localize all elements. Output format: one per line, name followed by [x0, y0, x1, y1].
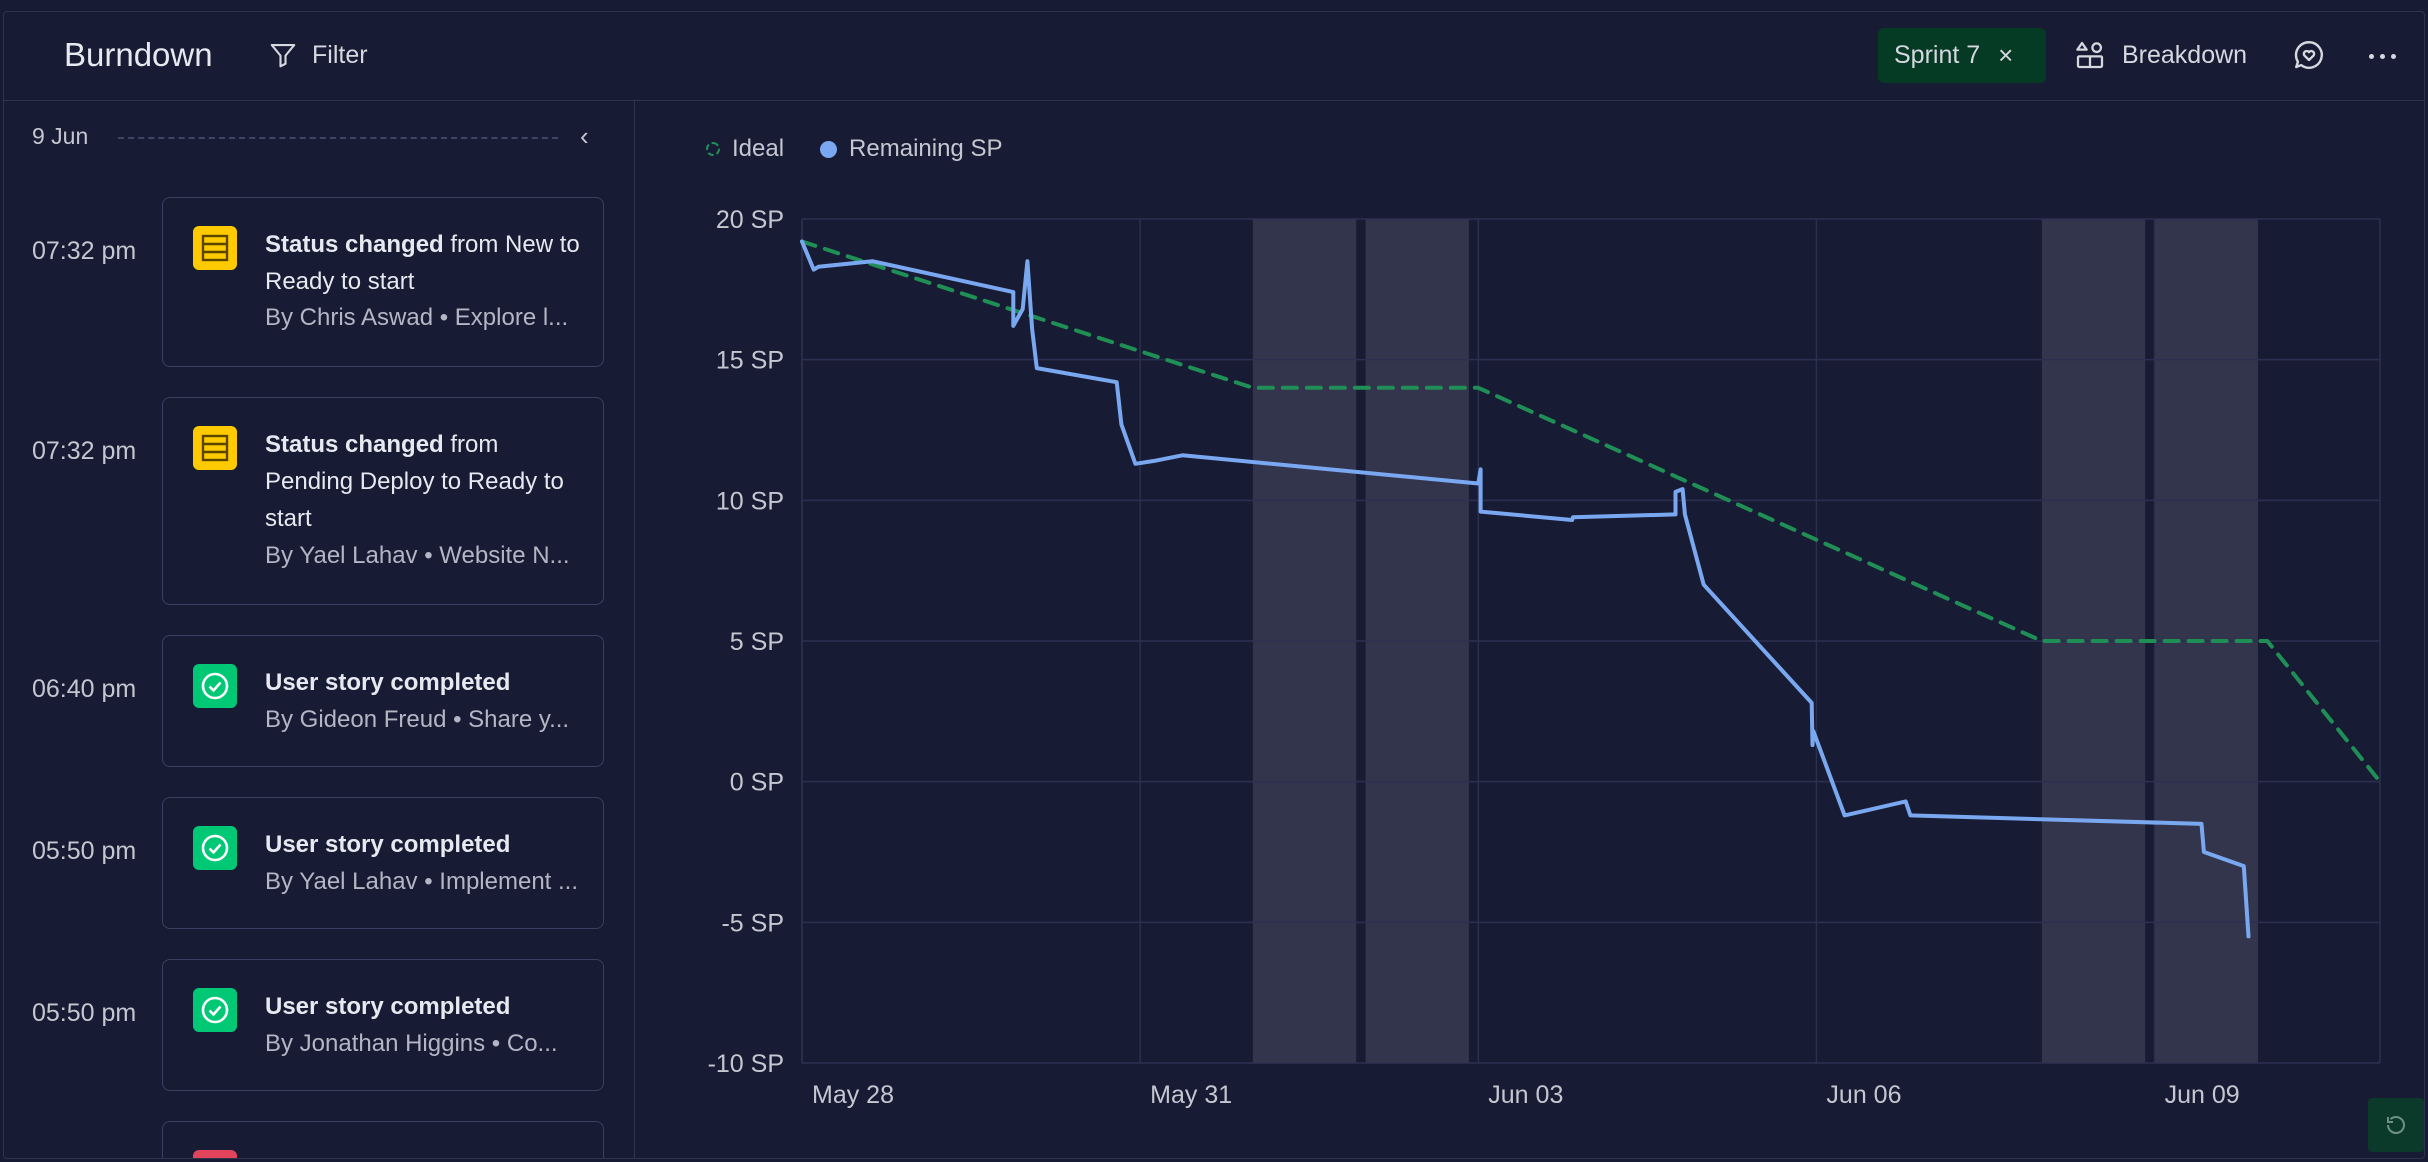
- event-author: By Gideon Freud • Share y...: [265, 706, 570, 733]
- event-card[interactable]: Status changed from New to Ready to star…: [162, 197, 604, 367]
- activity-timeline[interactable]: 9 Jun ‹ 07:32 pm Status changed from New…: [4, 101, 635, 1158]
- event-description: Status changed from New to Ready to star…: [265, 231, 580, 295]
- y-tick-label: 20 SP: [716, 206, 784, 234]
- event-time: 06:40 pm: [32, 675, 137, 703]
- y-tick-label: -10 SP: [708, 1050, 784, 1078]
- x-tick-label: May 31: [1150, 1081, 1232, 1109]
- close-icon[interactable]: ×: [1998, 40, 2014, 70]
- x-tick-label: Jun 09: [2165, 1081, 2240, 1109]
- event-author: By Yael Lahav • Implement ...: [265, 868, 579, 895]
- chart-legend: Ideal Remaining SP: [706, 135, 1002, 163]
- remaining-sp-line: [800, 239, 2251, 939]
- event-description: User story completed: [265, 831, 511, 858]
- status-icon: [193, 1150, 237, 1158]
- event-description: User story completed: [265, 993, 511, 1020]
- check-circle-icon: [193, 826, 237, 870]
- breakdown-icon: [2076, 41, 2104, 69]
- status-icon: [193, 426, 237, 470]
- event-time: 07:32 pm: [32, 437, 137, 465]
- chart-plot: 20 SP 15 SP 10 SP 5 SP 0 SP -5 SP -10 SP May 28…: [708, 206, 2382, 1109]
- x-tick-label: May 28: [812, 1081, 894, 1109]
- y-tick-label: 0 SP: [730, 769, 784, 797]
- event-time: 05:50 pm: [32, 837, 137, 865]
- breakdown-label: Breakdown: [2122, 40, 2248, 69]
- widget-header: Burndown Filter Sprint 7 × Breakdown: [4, 12, 2424, 101]
- feedback-heart-icon: [2294, 41, 2323, 69]
- legend-remaining-marker: [820, 140, 838, 158]
- timeline-date-row: 9 Jun ‹: [32, 121, 602, 153]
- date-divider: [118, 137, 558, 139]
- legend-remaining-label: Remaining SP: [849, 135, 1003, 162]
- filter-label: Filter: [312, 40, 368, 69]
- sprint-filter-chip[interactable]: Sprint 7 ×: [1878, 28, 2046, 83]
- status-icon: [193, 226, 237, 270]
- timeline-date: 9 Jun: [32, 123, 89, 149]
- check-circle-icon: [193, 988, 237, 1032]
- ideal-line: [800, 239, 2382, 784]
- y-tick-label: 5 SP: [730, 628, 784, 656]
- event-card[interactable]: Status changed from Pending Deploy to Re…: [162, 397, 604, 605]
- event-card[interactable]: User story completed By Jonathan Higgins…: [162, 959, 604, 1091]
- burndown-widget: Burndown Filter Sprint 7 × Breakdown 9 J…: [3, 11, 2425, 1159]
- filter-button[interactable]: Filter: [268, 34, 368, 76]
- y-tick-label: -5 SP: [721, 909, 784, 937]
- event-description: User story completed: [265, 669, 511, 696]
- x-tick-label: Jun 03: [1488, 1081, 1563, 1109]
- widget-title: Burndown: [64, 36, 213, 73]
- collapse-chevron-icon[interactable]: ‹: [580, 121, 589, 151]
- event-author: By Yael Lahav • Website N...: [265, 542, 570, 569]
- reset-zoom-button[interactable]: [2368, 1098, 2424, 1152]
- y-tick-label: 10 SP: [716, 487, 784, 515]
- x-tick-label: Jun 06: [1826, 1081, 1901, 1109]
- more-dots-icon: [2368, 53, 2374, 59]
- filter-icon: [270, 43, 296, 68]
- burndown-chart: Ideal Remaining SP 20 SP 15 SP 10 SP 5 SP 0 …: [636, 101, 2424, 1158]
- event-author: By Chris Aswad • Explore l...: [265, 304, 569, 331]
- event-time: 07:32 pm: [32, 237, 137, 265]
- event-description: Status changed from Pending Deploy to Re…: [265, 431, 564, 532]
- event-card[interactable]: User story completed By Gideon Freud • S…: [162, 635, 604, 767]
- event-card[interactable]: User story completed By Yael Lahav • Imp…: [162, 797, 604, 929]
- reset-icon: [2387, 1116, 2405, 1134]
- check-circle-icon: [193, 664, 237, 708]
- sprint-chip-label: Sprint 7: [1894, 41, 1981, 69]
- feedback-button[interactable]: [2292, 38, 2328, 74]
- event-card[interactable]: [162, 1121, 604, 1158]
- event-time: 05:50 pm: [32, 999, 137, 1027]
- breakdown-button[interactable]: Breakdown: [2074, 34, 2247, 76]
- more-options-button[interactable]: [2362, 38, 2402, 74]
- legend-ideal-label: Ideal: [732, 135, 785, 162]
- legend-ideal-marker: [706, 142, 720, 156]
- event-author: By Jonathan Higgins • Co...: [265, 1030, 558, 1057]
- y-tick-label: 15 SP: [716, 347, 784, 375]
